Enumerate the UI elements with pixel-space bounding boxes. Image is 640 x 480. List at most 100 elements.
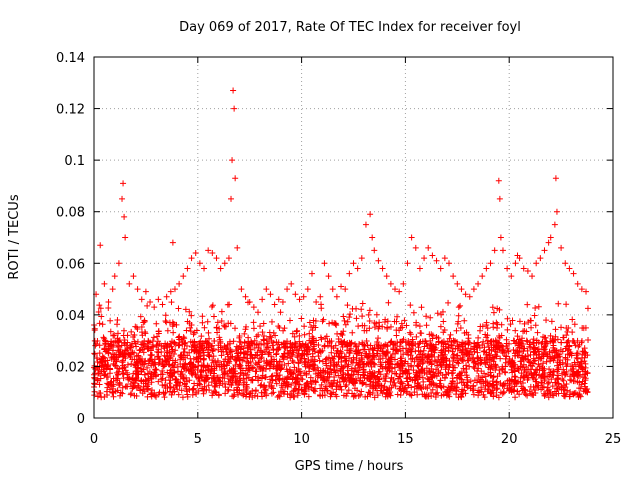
data-point: [528, 324, 535, 331]
data-point: [225, 373, 232, 380]
data-point: [322, 385, 329, 392]
data-point: [429, 386, 436, 393]
data-point: [292, 291, 299, 298]
data-point: [304, 286, 311, 293]
data-point: [466, 293, 473, 300]
data-point: [480, 380, 487, 387]
data-point: [387, 378, 394, 385]
data-point: [188, 312, 195, 319]
data-point: [457, 370, 464, 377]
data-point: [429, 374, 436, 381]
data-point: [558, 339, 565, 346]
data-point: [492, 337, 499, 344]
data-point: [385, 358, 392, 365]
data-point: [489, 304, 496, 311]
x-axis-label: GPS time / hours: [295, 459, 404, 474]
data-point: [460, 358, 467, 365]
data-point: [551, 349, 558, 356]
data-point: [340, 392, 347, 399]
data-point: [263, 391, 270, 398]
data-point: [426, 378, 433, 385]
data-point: [216, 336, 223, 343]
data-point: [301, 391, 308, 398]
data-point: [481, 394, 488, 401]
data-point: [325, 354, 332, 361]
data-point: [522, 387, 529, 394]
data-point: [371, 394, 378, 401]
data-point: [183, 378, 190, 385]
data-point: [460, 379, 467, 386]
data-point: [166, 388, 173, 395]
data-point: [93, 355, 100, 362]
data-point: [255, 309, 262, 316]
data-point: [232, 362, 239, 369]
data-point: [443, 371, 450, 378]
data-point: [438, 311, 445, 318]
data-point: [288, 280, 295, 287]
data-point: [552, 379, 559, 386]
data-point: [296, 332, 303, 339]
data-point: [464, 384, 471, 391]
data-point: [561, 369, 568, 376]
data-point: [582, 377, 589, 384]
data-point: [411, 358, 418, 365]
data-point: [186, 320, 193, 327]
data-point: [376, 368, 383, 375]
data-point: [354, 347, 361, 354]
data-point: [530, 340, 537, 347]
data-point: [323, 333, 330, 340]
data-point: [99, 321, 106, 328]
data-point: [141, 388, 148, 395]
data-point: [453, 374, 460, 381]
data-point: [487, 260, 494, 267]
data-point: [310, 387, 317, 394]
data-point: [216, 325, 223, 332]
data-point: [555, 390, 562, 397]
data-point: [532, 378, 539, 385]
data-point: [458, 394, 465, 401]
data-point: [345, 387, 352, 394]
data-point: [534, 329, 541, 336]
data-point: [138, 341, 145, 348]
data-point: [177, 361, 184, 368]
data-point: [186, 308, 193, 315]
data-point: [401, 317, 408, 324]
data-point: [239, 357, 246, 364]
data-point: [486, 351, 493, 358]
data-point: [155, 349, 162, 356]
data-point: [347, 311, 354, 318]
data-point: [403, 322, 410, 329]
data-point: [295, 360, 302, 367]
data-point: [569, 365, 576, 372]
data-point: [415, 384, 422, 391]
data-point: [205, 363, 212, 370]
data-point: [361, 375, 368, 382]
data-point: [144, 302, 151, 309]
data-point: [541, 343, 548, 350]
data-point: [97, 305, 104, 312]
data-point: [465, 331, 472, 338]
data-point: [227, 348, 234, 355]
data-point: [226, 381, 233, 388]
data-point: [365, 361, 372, 368]
data-point: [508, 376, 515, 383]
data-point: [497, 380, 504, 387]
data-point: [284, 286, 291, 293]
data-point: [283, 379, 290, 386]
data-point: [315, 353, 322, 360]
data-point: [406, 329, 413, 336]
data-point: [104, 384, 111, 391]
data-point: [350, 356, 357, 363]
data-point: [360, 380, 367, 387]
data-point: [376, 375, 383, 382]
data-point: [221, 260, 228, 267]
data-point: [250, 319, 257, 326]
data-point: [294, 371, 301, 378]
data-point: [242, 326, 249, 333]
data-point: [449, 348, 456, 355]
data-point: [578, 286, 585, 293]
data-point: [544, 339, 551, 346]
data-point: [163, 319, 170, 326]
data-point: [110, 393, 117, 400]
data-point: [429, 353, 436, 360]
